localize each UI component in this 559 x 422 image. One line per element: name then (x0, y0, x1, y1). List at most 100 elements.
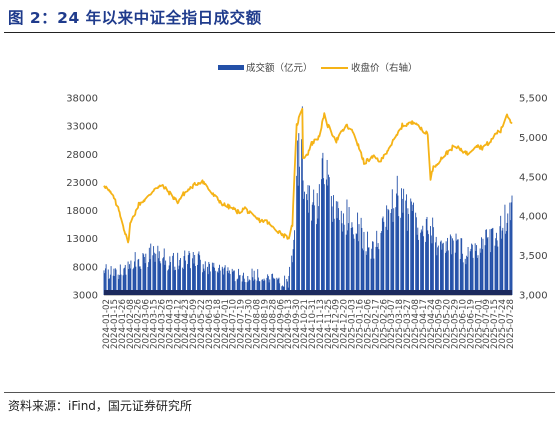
turnover-bar (269, 279, 271, 295)
turnover-bar (233, 270, 235, 295)
turnover-bar (262, 281, 264, 295)
turnover-bar (303, 198, 305, 295)
turnover-bar (138, 266, 140, 295)
turnover-bar (366, 254, 368, 295)
turnover-bar (461, 238, 463, 295)
x-axis-tick-label: 2024-01-15 (110, 299, 120, 349)
turnover-bar (455, 233, 457, 295)
turnover-bar (199, 255, 201, 295)
turnover-bar (140, 268, 142, 295)
x-axis-tick-label: 2024-09-13 (284, 299, 294, 349)
turnover-bar (491, 228, 493, 295)
right-axis-tick-label: 5,000 (519, 133, 548, 144)
turnover-bar (457, 239, 458, 295)
turnover-bar (403, 188, 405, 295)
x-axis-tick-label: 2025-01-03 (348, 299, 358, 349)
x-axis-tick-label: 2025-06-19 (466, 299, 476, 349)
turnover-bar (435, 236, 437, 295)
turnover-bar (322, 152, 324, 295)
turnover-bar (207, 274, 209, 295)
turnover-bar (401, 198, 403, 295)
turnover-bar (120, 274, 122, 295)
turnover-bar (178, 265, 180, 295)
turnover-bar (288, 275, 290, 295)
turnover-bar (114, 268, 116, 295)
x-axis-tick-label: 2024-02-26 (134, 299, 144, 349)
turnover-bar (376, 230, 378, 295)
turnover-bar (294, 230, 295, 295)
turnover-bar (193, 263, 195, 295)
turnover-bar (147, 267, 149, 295)
turnover-bar (452, 238, 453, 295)
turnover-bar (257, 277, 259, 295)
turnover-bar (236, 279, 238, 295)
turnover-bar (104, 273, 106, 295)
turnover-bar (368, 247, 370, 295)
turnover-bar (318, 184, 320, 295)
turnover-bar (466, 255, 468, 295)
turnover-bar (398, 216, 400, 295)
turnover-bar (486, 229, 487, 295)
turnover-bar (375, 246, 377, 295)
turnover-bar (291, 255, 293, 295)
left-axis-tick-label: 3000 (73, 291, 98, 302)
turnover-bar (232, 271, 234, 295)
turnover-bar (345, 234, 347, 295)
turnover-bar (311, 220, 312, 295)
left-axis-tick-label: 18000 (66, 206, 98, 217)
turnover-bar (134, 261, 135, 295)
turnover-bar (342, 213, 344, 295)
x-axis-tick-label: 2025-07-24 (498, 299, 508, 349)
turnover-bar (350, 227, 352, 295)
turnover-bar (348, 207, 350, 295)
turnover-bar (461, 253, 463, 295)
turnover-bar (328, 174, 329, 295)
turnover-bar (343, 224, 345, 295)
turnover-bar (462, 262, 464, 295)
turnover-bar (406, 230, 408, 295)
turnover-bar (226, 270, 228, 295)
turnover-bar (341, 223, 343, 295)
turnover-bar (430, 235, 432, 295)
turnover-bar (336, 218, 338, 295)
turnover-bar (277, 279, 278, 295)
turnover-bar (169, 256, 171, 295)
turnover-bar (109, 274, 111, 295)
turnover-bar (217, 272, 219, 295)
turnover-bar (107, 269, 109, 295)
turnover-bar (328, 177, 330, 295)
turnover-bar (502, 227, 504, 295)
x-axis-tick-label: 2025-05-09 (435, 299, 445, 349)
turnover-bar (391, 189, 393, 295)
turnover-bar (211, 262, 213, 295)
turnover-bar (213, 262, 215, 295)
turnover-bar (420, 232, 422, 295)
turnover-bar (241, 281, 243, 295)
turnover-bar (105, 264, 107, 295)
turnover-bar (316, 224, 317, 295)
x-axis-tick-label: 2024-03-06 (142, 299, 152, 349)
turnover-bar (330, 195, 332, 295)
close-line-group (103, 107, 513, 244)
turnover-bar (365, 251, 367, 295)
turnover-bar (124, 267, 125, 295)
turnover-bar (198, 251, 200, 295)
x-axis-tick-label: 2024-06-18 (213, 299, 223, 349)
turnover-bar (337, 201, 339, 295)
x-axis-tick-label: 2024-10-21 (300, 299, 310, 349)
turnover-bar (385, 226, 387, 295)
left-axis-tick-label: 33000 (66, 122, 98, 133)
turnover-bar (297, 185, 299, 295)
turnover-bar (248, 281, 249, 295)
turnover-bar (441, 249, 443, 295)
turnover-bar (306, 200, 308, 295)
turnover-bar (457, 239, 459, 295)
turnover-bar (397, 195, 399, 295)
turnover-bar (437, 247, 439, 295)
x-axis-tick-label: 2025-04-24 (427, 299, 437, 349)
turnover-bar (153, 246, 155, 295)
x-axis-tick-label: 2025-02-06 (363, 299, 373, 349)
turnover-bar (511, 195, 513, 295)
turnover-bar (164, 264, 166, 295)
turnover-bar (267, 276, 269, 295)
